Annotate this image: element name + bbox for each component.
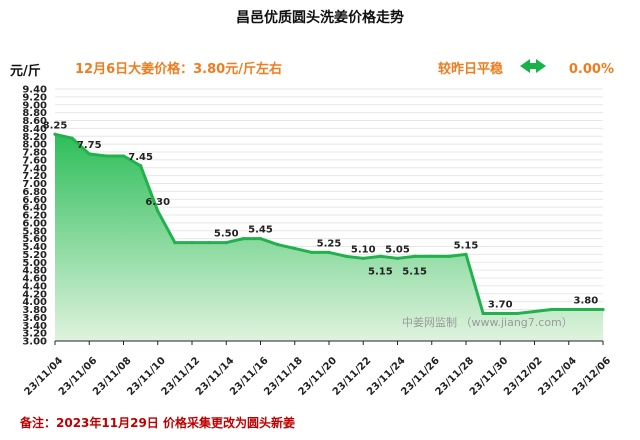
data-point	[550, 307, 554, 312]
y-tick-label: 7.60	[22, 155, 47, 166]
y-tick-label: 8.20	[22, 132, 47, 143]
y-tick-label: 4.40	[22, 281, 47, 292]
data-point	[276, 242, 280, 247]
y-axis-unit-label: 元/斤	[10, 63, 41, 79]
axes	[54, 340, 604, 345]
y-tick-label: 3.00	[22, 337, 47, 348]
data-point	[481, 311, 485, 316]
y-tick-label: 5.00	[22, 258, 47, 269]
y-tick-label: 6.00	[22, 218, 47, 229]
data-point	[87, 152, 91, 156]
data-label: 7.45	[128, 152, 153, 163]
data-point	[139, 164, 143, 168]
data-point	[395, 256, 400, 260]
data-label: 5.05	[385, 244, 410, 255]
y-tick-label: 6.60	[22, 195, 47, 206]
data-label: 5.15	[368, 266, 393, 277]
double-arrow-icon	[520, 59, 546, 73]
y-axis-ticks: 3.003.203.403.603.804.004.204.404.604.80…	[22, 85, 47, 348]
area-series	[53, 132, 605, 341]
data-point	[327, 250, 331, 255]
data-point	[121, 154, 126, 158]
price-note: 12月6日大姜价格：3.80元/斤左右	[75, 61, 282, 77]
data-label: 5.15	[402, 266, 427, 277]
data-point	[258, 237, 263, 241]
y-tick-label: 7.80	[22, 148, 47, 159]
data-label: 6.30	[145, 197, 170, 208]
data-point	[430, 254, 434, 258]
data-point	[498, 311, 502, 316]
y-tick-label: 8.00	[22, 140, 47, 151]
y-tick-label: 3.40	[22, 321, 47, 332]
y-tick-label: 3.80	[22, 305, 47, 316]
x-axis-ticks: 23/11/0423/11/0623/11/0823/11/1023/11/12…	[23, 355, 613, 397]
data-point	[584, 307, 588, 312]
area-fill	[55, 134, 603, 341]
y-tick-label: 4.80	[22, 266, 47, 277]
change-label: 较昨日平稳	[438, 61, 503, 77]
y-tick-label: 9.20	[22, 92, 47, 103]
data-point	[310, 250, 314, 255]
data-point	[567, 307, 571, 312]
y-tick-label: 5.20	[22, 250, 47, 261]
y-tick-label: 5.80	[22, 226, 47, 237]
data-label: 5.10	[351, 244, 376, 255]
change-value: 0.00%	[569, 62, 614, 77]
data-point	[515, 311, 519, 316]
data-point	[207, 240, 211, 245]
data-point	[156, 209, 160, 213]
chart-title: 昌邑优质圆头洗姜价格走势	[236, 9, 404, 26]
data-point	[447, 254, 451, 258]
data-point	[413, 254, 417, 258]
data-point	[361, 256, 365, 260]
y-tick-label: 9.00	[22, 100, 47, 111]
data-point	[464, 252, 468, 256]
data-point	[70, 136, 74, 140]
y-tick-label: 6.40	[22, 203, 47, 214]
y-tick-label: 8.40	[22, 124, 47, 135]
y-tick-label: 7.20	[22, 171, 47, 182]
y-tick-label: 9.40	[22, 85, 47, 96]
data-point	[53, 132, 57, 136]
data-label: 5.50	[214, 229, 239, 240]
data-point	[241, 237, 245, 241]
y-tick-label: 6.20	[22, 211, 47, 222]
y-tick-label: 8.80	[22, 108, 47, 119]
y-tick-label: 3.20	[22, 329, 47, 340]
data-point	[601, 307, 605, 312]
data-label: 7.75	[77, 140, 102, 151]
data-point	[532, 309, 537, 314]
data-point	[224, 240, 228, 245]
data-point	[173, 240, 177, 245]
y-tick-label: 4.00	[22, 297, 47, 308]
footnote: 备注：2023年11月29日 价格采集更改为圆头新姜	[19, 415, 295, 430]
y-tick-label: 5.60	[22, 234, 47, 245]
y-tick-label: 5.40	[22, 242, 47, 253]
y-tick-label: 6.80	[22, 187, 47, 198]
data-point	[378, 254, 382, 258]
data-label: 5.45	[248, 225, 273, 236]
data-label: 8.25	[43, 120, 68, 131]
data-label: 3.70	[488, 299, 513, 310]
data-labels: 8.25 7.75 7.45 6.30 5.50 5.45 5.25 5.10 5.15 5.05…	[43, 120, 599, 310]
y-tick-label: 3.60	[22, 313, 47, 324]
data-point	[104, 154, 108, 158]
data-point	[190, 240, 194, 245]
data-point	[293, 246, 297, 251]
y-tick-label: 7.40	[22, 163, 47, 174]
y-tick-label: 4.20	[22, 289, 47, 300]
data-point	[344, 254, 348, 258]
data-label: 5.25	[317, 238, 342, 249]
data-label: 3.80	[574, 296, 599, 307]
y-tick-label: 7.00	[22, 179, 47, 190]
y-tick-label: 8.60	[22, 116, 47, 127]
data-label: 5.15	[454, 240, 479, 251]
y-tick-label: 4.60	[22, 274, 47, 285]
watermark: 中姜网监制 （www.jiang7.com）	[402, 315, 573, 329]
